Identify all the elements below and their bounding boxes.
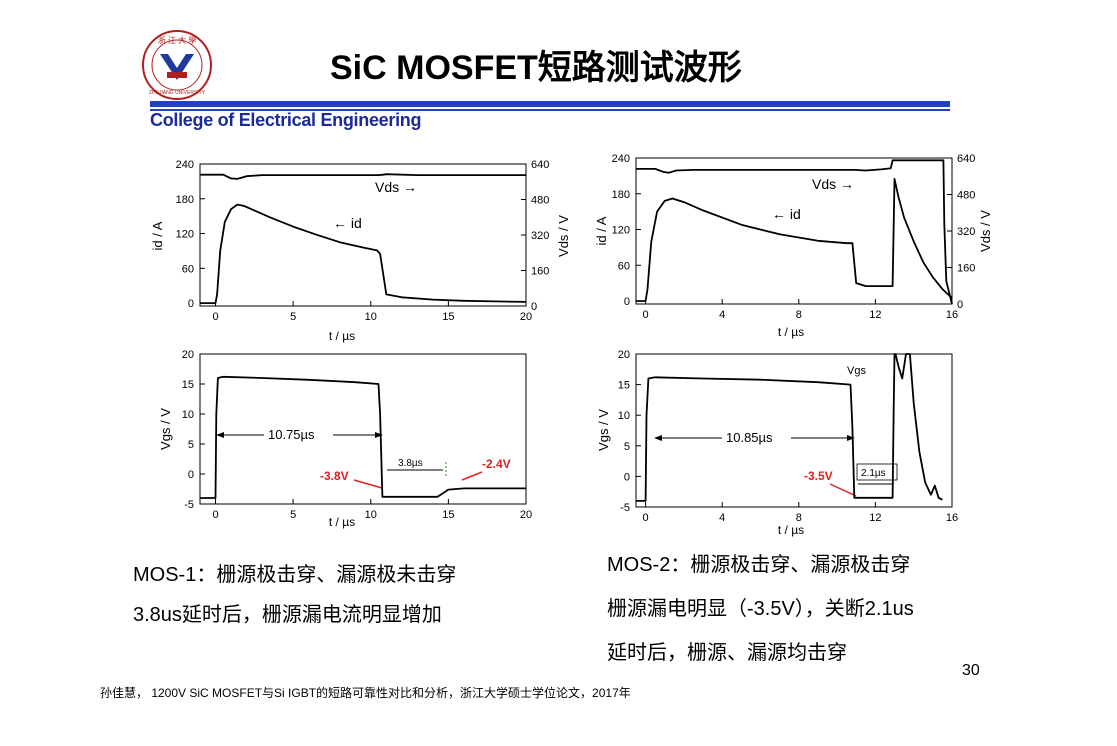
caption-mos2-line1: MOS-2：栅源极击穿、漏源极击穿 [607, 554, 911, 576]
y2-tick-label: 480 [531, 195, 549, 207]
series-line-vgs [636, 353, 943, 502]
y-tick-label: 5 [188, 439, 194, 451]
y-tick-label: 0 [624, 296, 630, 308]
caption-mos2-line3: 延时后，栅源、漏源均击穿 [607, 642, 847, 664]
y-tick-label: -5 [184, 499, 194, 511]
x-tick-label: 20 [520, 311, 532, 323]
x-tick-label: 4 [719, 309, 725, 321]
y2-tick-label: 640 [531, 159, 549, 171]
header-rule-thin [150, 109, 950, 111]
y-tick-label: 120 [176, 229, 194, 241]
annotation-vds: Vds → [812, 176, 854, 192]
x-tick-label: 0 [643, 309, 649, 321]
citation: 孙佳慧， 1200V SiC MOSFET与Si IGBT的短路可靠性对比和分析… [100, 686, 631, 700]
x-tick-label: 0 [643, 512, 649, 524]
y-axis-label: Vgs / V [158, 408, 173, 450]
caption-mos2-line2: 栅源漏电明显（-3.5V），关断2.1us [607, 598, 914, 620]
x-tick-label: 12 [869, 309, 881, 321]
series-line-id [200, 203, 527, 305]
annotation-neg38: -3.8V [320, 469, 349, 483]
annotation-neg24: -2.4V [482, 457, 511, 471]
y-tick-label: 0 [188, 469, 194, 481]
annotation-neg35: -3.5V [804, 469, 833, 483]
x-axis-label: t / µs [778, 523, 804, 537]
annotation-delay: 3.8µs [398, 458, 423, 469]
annotation-delay: 2.1µs [861, 468, 886, 479]
svg-text:浙 江 大 學: 浙 江 大 學 [158, 35, 197, 45]
y2-tick-label: 160 [957, 263, 975, 275]
y-tick-label: 10 [618, 410, 630, 422]
y-tick-label: 20 [618, 349, 630, 361]
page-title: SiC MOSFET短路测试波形 [330, 49, 742, 87]
y-tick-label: 180 [176, 194, 194, 206]
y2-axis-label: Vds / V [978, 210, 993, 252]
zhejiang-university-logo-icon: 浙 江 大 學 ZHEJIANG UNIVERSITY [142, 30, 212, 100]
y2-axis-label: Vds / V [556, 215, 571, 257]
x-tick-label: 5 [290, 311, 296, 323]
annotation-id: ← id [772, 206, 801, 222]
y-tick-label: 60 [182, 263, 194, 275]
y-tick-label: 15 [618, 380, 630, 392]
series-line-vds [200, 173, 526, 180]
y-tick-label: 60 [618, 260, 630, 272]
chart-mos1-vgs: 0 5 10 15 20 -5 0 5 10 15 20 t / µs Vgs / V 10.75µ… [158, 349, 532, 529]
y2-tick-label: 160 [531, 266, 549, 278]
x-tick-label: 4 [719, 512, 725, 524]
x-tick-label: 20 [520, 509, 532, 521]
series-line-vds [636, 159, 953, 305]
annotation-id: ← id [333, 215, 362, 231]
y-tick-label: 180 [612, 189, 630, 201]
y-axis-label: Vgs / V [596, 409, 611, 451]
y-tick-label: 0 [624, 471, 630, 483]
x-tick-label: 8 [796, 309, 802, 321]
y2-tick-label: 0 [957, 299, 963, 311]
college-name: College of Electrical Engineering [150, 110, 422, 130]
page-number: 30 [962, 662, 980, 679]
annotation-duration: 10.85µs [726, 430, 773, 445]
x-tick-label: 8 [796, 512, 802, 524]
x-axis-label: t / µs [329, 515, 355, 529]
series-line-vgs [200, 375, 526, 499]
y-tick-label: 20 [182, 349, 194, 361]
y-tick-label: 240 [612, 153, 630, 165]
x-tick-label: 10 [365, 311, 377, 323]
y-tick-label: 15 [182, 379, 194, 391]
annotation-vds: Vds → [375, 179, 417, 195]
y2-tick-label: 0 [531, 301, 537, 313]
y-axis-label: id / A [150, 221, 165, 250]
x-tick-label: 16 [946, 512, 958, 524]
chart-mos2-vgs: 0 4 8 12 16 -5 0 5 10 15 20 t / µs Vgs / V Vgs 10.… [596, 349, 958, 537]
y-axis-label: id / A [594, 216, 609, 245]
header-rule [150, 101, 950, 107]
x-axis-label: t / µs [778, 325, 804, 339]
y-tick-label: -5 [620, 502, 630, 514]
y-tick-label: 5 [624, 441, 630, 453]
caption-mos1-line1: MOS-1：栅源极击穿、漏源极未击穿 [133, 564, 457, 586]
x-tick-label: 15 [442, 311, 454, 323]
x-tick-label: 12 [869, 512, 881, 524]
caption-mos1-line2: 3.8us延时后，栅源漏电流明显增加 [133, 604, 442, 626]
series-line-id [636, 178, 953, 302]
y-tick-label: 0 [188, 298, 194, 310]
x-tick-label: 5 [290, 509, 296, 521]
y2-tick-label: 320 [531, 230, 549, 242]
svg-text:ZHEJIANG UNIVERSITY: ZHEJIANG UNIVERSITY [149, 90, 206, 96]
x-tick-label: 10 [365, 509, 377, 521]
y2-tick-label: 480 [957, 190, 975, 202]
y2-tick-label: 640 [957, 153, 975, 165]
legend-vgs: Vgs [847, 365, 866, 377]
y2-tick-label: 320 [957, 226, 975, 238]
y-tick-label: 120 [612, 225, 630, 237]
x-tick-label: 15 [442, 509, 454, 521]
x-tick-label: 0 [212, 311, 218, 323]
x-tick-label: 16 [946, 309, 958, 321]
annotation-duration: 10.75µs [268, 427, 315, 442]
y-tick-label: 240 [176, 159, 194, 171]
x-axis-label: t / µs [329, 329, 355, 343]
y-tick-label: 10 [182, 409, 194, 421]
x-tick-label: 0 [212, 509, 218, 521]
